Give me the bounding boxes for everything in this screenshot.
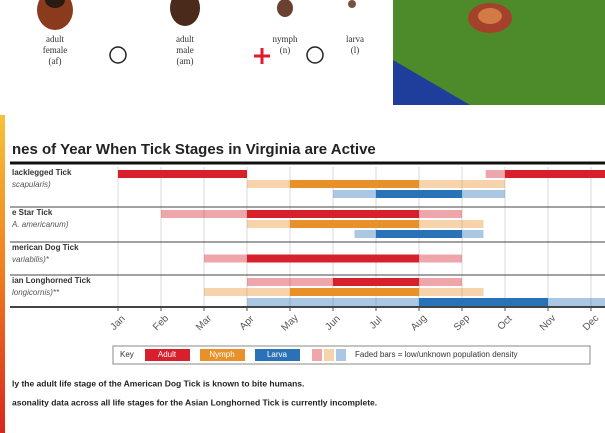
x-tick-label: Mar [194, 313, 214, 333]
x-tick-label: May [280, 313, 301, 334]
x-tick-label: Oct [496, 314, 515, 333]
row-sublabel: variabilis)* [12, 255, 50, 264]
range-bar [247, 298, 419, 306]
row-label: e Star Tick [12, 208, 53, 217]
tick-icons [37, 0, 356, 64]
x-tick-label: Sep [452, 313, 473, 334]
range-bar [290, 180, 419, 188]
range-bar [419, 255, 462, 263]
x-tick-label: Apr [238, 313, 257, 332]
legend-faded-swatch [336, 349, 346, 361]
side-strip [0, 115, 5, 433]
figure-label: male [176, 45, 194, 55]
footnote: ly the adult life stage of the American … [12, 378, 304, 388]
x-tick-label: Aug [409, 313, 429, 333]
x-tick-label: Jun [324, 314, 343, 333]
range-bar [419, 180, 505, 188]
range-bar [204, 288, 290, 296]
chart-title: nes of Year When Tick Stages in Virginia… [12, 141, 376, 158]
range-bar [376, 190, 462, 198]
range-bar [247, 255, 419, 263]
range-bar [486, 170, 505, 178]
page: nes of Year When Tick Stages in Virginia… [0, 0, 605, 433]
range-bar [204, 255, 247, 263]
x-tick-label: Jan [109, 314, 128, 333]
range-bar [290, 220, 419, 228]
range-bar [247, 220, 290, 228]
row-label: merican Dog Tick [12, 243, 79, 252]
range-bar [247, 180, 290, 188]
legend-faded-swatch [312, 349, 322, 361]
legend-label: Larva [267, 350, 288, 359]
range-bar [376, 230, 462, 238]
range-bar [419, 220, 484, 228]
legend-note: Faded bars = low/unknown population dens… [355, 350, 518, 359]
figure-label: (n) [280, 45, 291, 55]
range-bar [247, 278, 333, 286]
figure-label: female [43, 45, 67, 55]
figure-label: larva [346, 34, 364, 44]
range-bar [419, 210, 462, 218]
row-sublabel: longicornis)** [12, 288, 60, 297]
range-bar [290, 288, 419, 296]
figure-label: (l) [351, 45, 360, 55]
legend-label: Nymph [209, 350, 234, 359]
range-bar [247, 210, 419, 218]
range-bar [419, 278, 462, 286]
legend-label: Adult [158, 350, 177, 359]
range-bar [419, 298, 548, 306]
range-bar [548, 298, 605, 306]
x-tick-label: Feb [151, 313, 171, 333]
figure-label: adult [176, 34, 194, 44]
footnote: asonality data across all life stages fo… [12, 397, 377, 407]
figure-label: nymph [272, 34, 298, 44]
range-bar [462, 190, 505, 198]
range-bar [505, 170, 605, 178]
range-bar [419, 288, 484, 296]
range-bar [161, 210, 247, 218]
figure-label: (am) [177, 56, 194, 66]
row-sublabel: scapularis) [12, 180, 51, 189]
range-bar [118, 170, 247, 178]
range-bar [355, 230, 377, 238]
legend-faded-swatch [324, 349, 334, 361]
range-bar [462, 230, 484, 238]
row-sublabel: A. americanum) [11, 220, 69, 229]
legend-title: Key [120, 350, 134, 359]
photo [393, 0, 605, 105]
x-tick-label: Nov [538, 313, 558, 333]
x-tick-label: Dec [581, 313, 601, 333]
figure-label: adult [46, 34, 64, 44]
row-label: ian Longhorned Tick [12, 276, 91, 285]
row-label: lacklegged Tick [12, 168, 72, 177]
range-bar [333, 278, 419, 286]
x-tick-label: Jul [368, 315, 385, 332]
range-bar [333, 190, 376, 198]
figure-label: (af) [49, 56, 62, 66]
